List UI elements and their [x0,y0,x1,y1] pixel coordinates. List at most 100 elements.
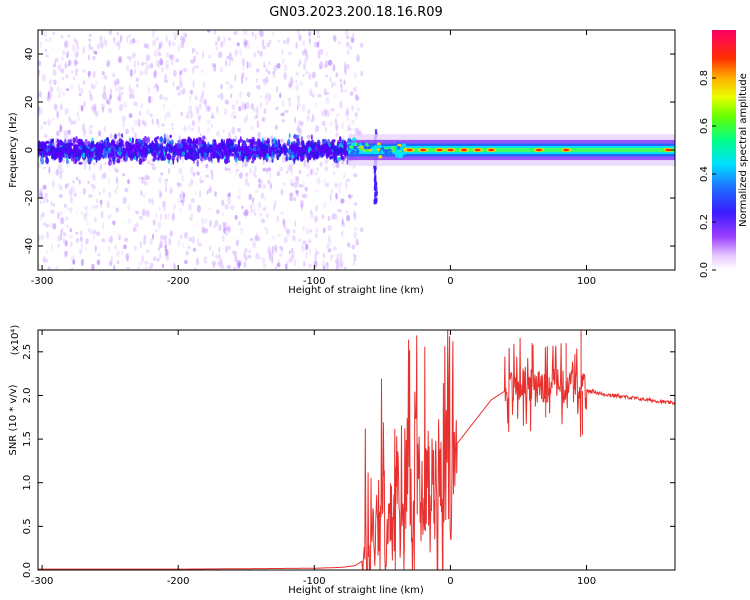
spectrogram-cell [134,68,136,75]
spectrogram-cell [236,153,239,157]
spectrogram-cell [129,150,132,157]
spectrogram-cell [159,192,163,198]
spectrogram-cell [281,119,285,123]
spectrogram-cell [225,167,230,171]
spectrogram-cell [282,182,287,186]
spectrogram-cell [222,223,226,230]
spectrogram-cell [48,267,51,270]
spectrogram-cell [328,149,333,156]
spectrogram-cell [274,244,277,251]
spectrogram-cell [337,157,341,162]
spectrogram-cell [91,173,95,181]
spectrogram-cell [291,145,295,150]
spectrogram-cell [218,224,222,232]
spectrogram-cell [221,199,225,206]
spectrogram-cell [158,244,161,250]
spectrogram-cell [314,41,318,48]
spectrogram-cell [169,54,174,58]
spectrogram-cell [231,104,236,110]
spectrogram-cell [87,157,91,162]
spectrogram-cell [214,40,218,46]
spectrogram-cell [401,143,406,147]
spectrogram-cell [241,58,246,66]
spectrogram-cell [140,62,145,66]
spectrogram-cell [78,247,83,256]
spectrogram-cell [297,120,302,126]
spectrogram-cell [176,158,179,163]
spectrogram-cell [329,238,332,245]
spectrogram-cell [219,66,224,73]
spectrogram-cell [244,211,248,219]
spectrogram-cell [188,105,193,114]
spectrogram-cell [244,248,248,253]
spectrogram-cell [319,61,324,70]
spectrogram-cell [171,123,174,127]
spectrogram-cell [305,54,309,60]
spectrogram-cell [296,189,299,197]
spectrogram-cell [282,217,285,226]
spectrogram-cell [290,178,293,186]
spectrogram-cell [239,127,242,134]
spectrogram-cell [353,212,357,221]
spectrogram-cell [191,236,196,244]
spectrogram-cell [263,61,266,68]
spectrogram-cell [173,262,176,269]
spectrogram-cell [354,254,357,262]
spectrogram-cell [237,262,241,269]
spectrogram-cell [145,61,147,65]
spectrogram-cell [84,247,88,252]
spectrogram-cell [102,91,107,100]
spectrogram-cell [45,157,49,164]
spectrogram-cell [345,117,351,122]
spectrogram-cell [336,213,338,221]
spectrogram-cell [266,228,269,236]
spectrogram-cell [253,174,258,178]
spectrogram-cell [285,38,289,45]
spectrogram-cell [169,190,173,194]
spectrogram-cell [308,263,312,268]
spectrogram-cell [229,52,232,57]
spectrogram-cell [356,107,360,112]
spectrogram-cell [282,219,287,225]
spectrogram-cell [346,49,350,55]
spectrogram-cell [118,138,123,143]
spectrogram-cell [73,159,78,165]
spectrogram-cell [190,213,194,220]
spectrogram-cell [230,93,233,98]
spectrogram-cell [137,118,141,127]
spectrogram-cell [141,158,145,162]
spectrogram-cell [244,257,248,261]
spectrogram-cell [87,227,91,233]
spectrogram-cell [58,63,62,68]
spectrogram-cell [248,149,252,154]
spectrogram-cell [98,150,101,157]
spectrogram-cell [61,76,65,81]
peak-spot [665,148,672,152]
spectrogram-cell [351,149,355,154]
spectrogram-cell [227,53,232,61]
spectrogram-cell [315,251,320,256]
spectrogram-cell [285,170,289,174]
spectrogram-cell [89,93,94,102]
spectrogram-cell [73,58,78,67]
spectrogram-cell [121,133,124,138]
spectrogram-cell [182,192,186,199]
spectrogram-cell [61,57,64,61]
x-tick-label: 100 [577,576,596,587]
spectrogram-cell [314,215,319,222]
spectrogram-cell [159,94,163,100]
spectrogram-cell [346,178,350,182]
spectrogram-cell [202,50,205,59]
spectrogram-cell [209,153,212,156]
spectrogram-cell [236,259,239,265]
spectrogram-cell [302,40,306,47]
spectrogram-cell [179,141,183,149]
spectrogram-cell [288,250,291,255]
spectrogram-cell [91,105,97,114]
spectrogram-cell [338,181,342,187]
spectrogram-cell [38,143,43,148]
spectrogram-cell [142,193,146,198]
